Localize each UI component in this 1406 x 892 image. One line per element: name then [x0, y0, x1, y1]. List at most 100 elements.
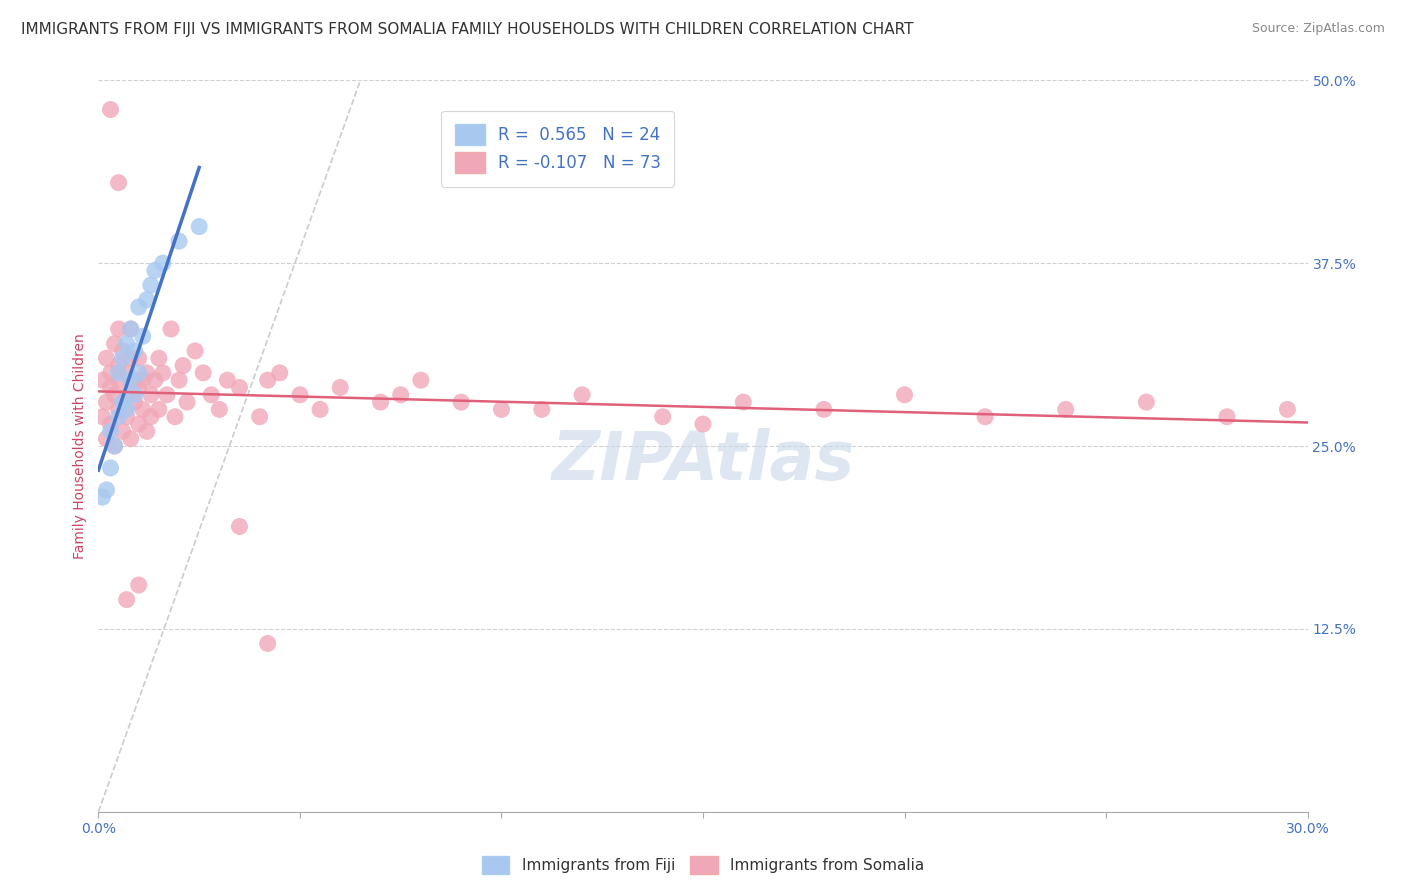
Point	[193, 366, 215, 380]
Point	[124, 395, 146, 409]
Point	[103, 388, 125, 402]
Point	[100, 417, 122, 431]
Point	[115, 592, 138, 607]
Point	[1216, 409, 1239, 424]
Point	[100, 461, 122, 475]
Point	[96, 351, 118, 366]
Point	[124, 373, 146, 387]
Point	[115, 402, 138, 417]
Point	[176, 395, 198, 409]
Point	[491, 402, 513, 417]
Point	[139, 278, 162, 293]
Point	[217, 373, 239, 387]
Point	[139, 409, 162, 424]
Legend: R =  0.565   N = 24, R = -0.107   N = 73: R = 0.565 N = 24, R = -0.107 N = 73	[441, 111, 675, 186]
Point	[228, 519, 250, 533]
Point	[692, 417, 714, 431]
Point	[111, 343, 134, 358]
Point	[208, 402, 231, 417]
Point	[128, 380, 150, 394]
Point	[370, 395, 392, 409]
Point	[228, 380, 250, 394]
Point	[124, 343, 146, 358]
Point	[409, 373, 432, 387]
Y-axis label: Family Households with Children: Family Households with Children	[73, 333, 87, 559]
Point	[651, 409, 673, 424]
Point	[100, 103, 122, 117]
Point	[152, 256, 174, 270]
Point	[128, 578, 150, 592]
Point	[103, 336, 125, 351]
Point	[91, 490, 114, 504]
Point	[115, 336, 138, 351]
Point	[115, 366, 138, 380]
Point	[309, 402, 332, 417]
Point	[1054, 402, 1077, 417]
Point	[530, 402, 553, 417]
Text: IMMIGRANTS FROM FIJI VS IMMIGRANTS FROM SOMALIA FAMILY HOUSEHOLDS WITH CHILDREN : IMMIGRANTS FROM FIJI VS IMMIGRANTS FROM …	[21, 22, 914, 37]
Point	[107, 366, 129, 380]
Point	[156, 388, 179, 402]
Point	[974, 409, 997, 424]
Point	[96, 432, 118, 446]
Point	[107, 402, 129, 417]
Point	[107, 359, 129, 373]
Text: ZIPAtlas: ZIPAtlas	[551, 427, 855, 493]
Point	[91, 409, 114, 424]
Point	[813, 402, 835, 417]
Point	[107, 373, 129, 387]
Point	[132, 373, 155, 387]
Point	[120, 432, 142, 446]
Point	[107, 176, 129, 190]
Point	[115, 409, 138, 424]
Point	[167, 373, 190, 387]
Point	[128, 351, 150, 366]
Text: Source: ZipAtlas.com: Source: ZipAtlas.com	[1251, 22, 1385, 36]
Point	[111, 351, 134, 366]
Point	[1135, 395, 1157, 409]
Point	[893, 388, 915, 402]
Point	[111, 425, 134, 439]
Point	[107, 409, 129, 424]
Point	[200, 388, 222, 402]
Point	[132, 329, 155, 343]
Point	[132, 402, 155, 417]
Point	[143, 373, 166, 387]
Point	[120, 373, 142, 387]
Point	[148, 402, 170, 417]
Point	[139, 388, 162, 402]
Point	[329, 380, 352, 394]
Point	[115, 388, 138, 402]
Point	[96, 395, 118, 409]
Point	[256, 373, 278, 387]
Point	[128, 300, 150, 314]
Point	[135, 293, 157, 307]
Point	[184, 343, 207, 358]
Point	[111, 395, 134, 409]
Point	[269, 366, 291, 380]
Point	[733, 395, 755, 409]
Legend: Immigrants from Fiji, Immigrants from Somalia: Immigrants from Fiji, Immigrants from So…	[475, 850, 931, 880]
Point	[120, 322, 142, 336]
Point	[124, 388, 146, 402]
Point	[143, 263, 166, 277]
Point	[256, 636, 278, 650]
Point	[91, 373, 114, 387]
Point	[152, 366, 174, 380]
Point	[160, 322, 183, 336]
Point	[128, 366, 150, 380]
Point	[100, 380, 122, 394]
Point	[135, 425, 157, 439]
Point	[120, 351, 142, 366]
Point	[135, 366, 157, 380]
Point	[103, 439, 125, 453]
Point	[571, 388, 593, 402]
Point	[1277, 402, 1299, 417]
Point	[163, 409, 186, 424]
Point	[96, 483, 118, 497]
Point	[450, 395, 472, 409]
Point	[188, 219, 211, 234]
Point	[172, 359, 194, 373]
Point	[107, 322, 129, 336]
Point	[288, 388, 311, 402]
